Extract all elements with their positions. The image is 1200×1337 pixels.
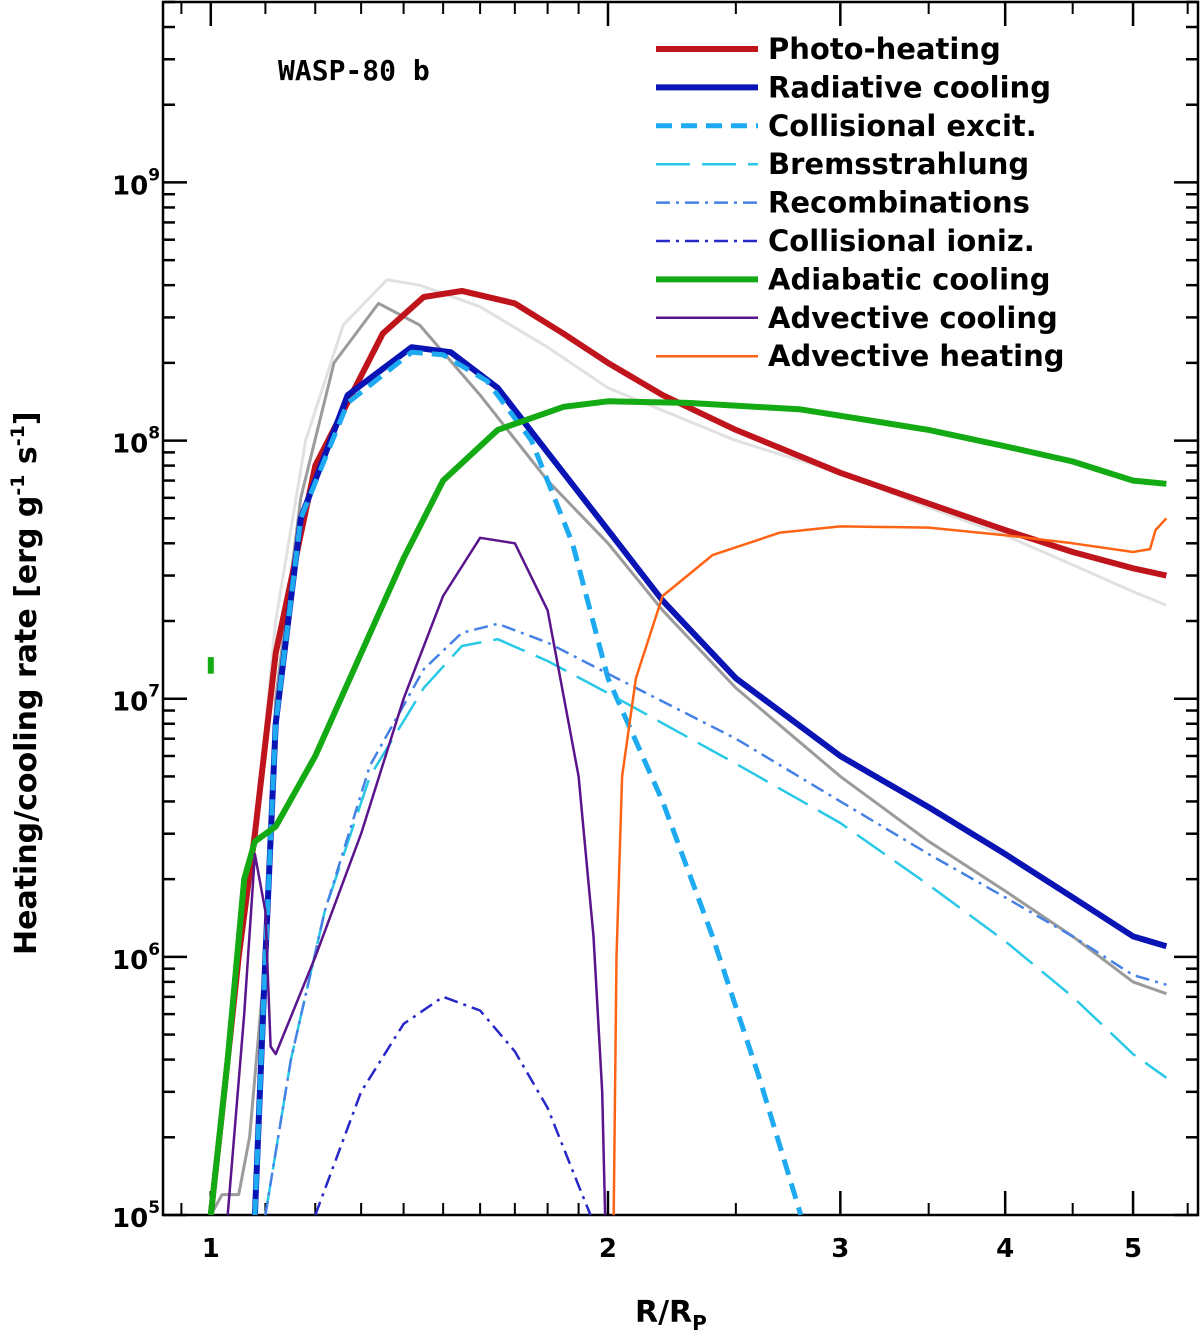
- series-line: [207, 287, 1168, 1215]
- series-line: [251, 344, 1168, 1215]
- plot-frame: [161, 0, 1200, 1217]
- legend-label: Collisional ioniz.: [768, 224, 1035, 258]
- legend-label: Adiabatic cooling: [768, 262, 1050, 296]
- legend: Photo-heating Radiative cooling Collisiona…: [656, 32, 1065, 373]
- series-line: [207, 398, 1167, 1215]
- y-tick-label: 108: [112, 424, 160, 460]
- y-tick-label: 109: [112, 165, 160, 201]
- series-line: [314, 995, 592, 1215]
- legend-label: Advective cooling: [768, 301, 1058, 335]
- y-axis-title: Heating/cooling rate [erg g-1 s-1]: [7, 411, 44, 955]
- legend-label: Advective heating: [768, 339, 1065, 373]
- series-line: [209, 278, 1167, 1215]
- y-tick-label: 106: [112, 940, 160, 976]
- y-tick-label: 107: [112, 682, 160, 718]
- x-tick-label: 1: [202, 1234, 220, 1264]
- series-line: [264, 637, 1168, 1215]
- series-line: [612, 517, 1168, 1215]
- legend-label: Bremsstrahlung: [768, 147, 1029, 181]
- legend-label: Recombinations: [768, 186, 1030, 220]
- y-tick-labels: 105 106 107 108 109: [112, 165, 160, 1234]
- chart-title: WASP-80 b: [278, 54, 430, 87]
- axis-ticks: [163, 0, 1198, 1217]
- legend-label: Radiative cooling: [768, 70, 1051, 104]
- legend-label: Photo-heating: [768, 32, 1001, 66]
- x-tick-label: 5: [1124, 1234, 1142, 1264]
- series-line: [226, 536, 607, 1215]
- x-tick-label: 2: [599, 1234, 617, 1264]
- x-tick-label: 4: [996, 1234, 1014, 1264]
- legend-label: Collisional excit.: [768, 109, 1037, 143]
- x-tick-label: 3: [831, 1234, 849, 1264]
- series-clip: [207, 278, 1168, 1215]
- x-tick-labels: 1 2 3 4 5: [202, 1234, 1142, 1264]
- y-tick-label: 105: [112, 1198, 160, 1234]
- series-group: [207, 278, 1168, 1215]
- x-axis-title: R/RP: [635, 1295, 707, 1335]
- series-line: [209, 301, 1167, 1215]
- series-line: [264, 622, 1167, 1215]
- series-line: [252, 349, 804, 1215]
